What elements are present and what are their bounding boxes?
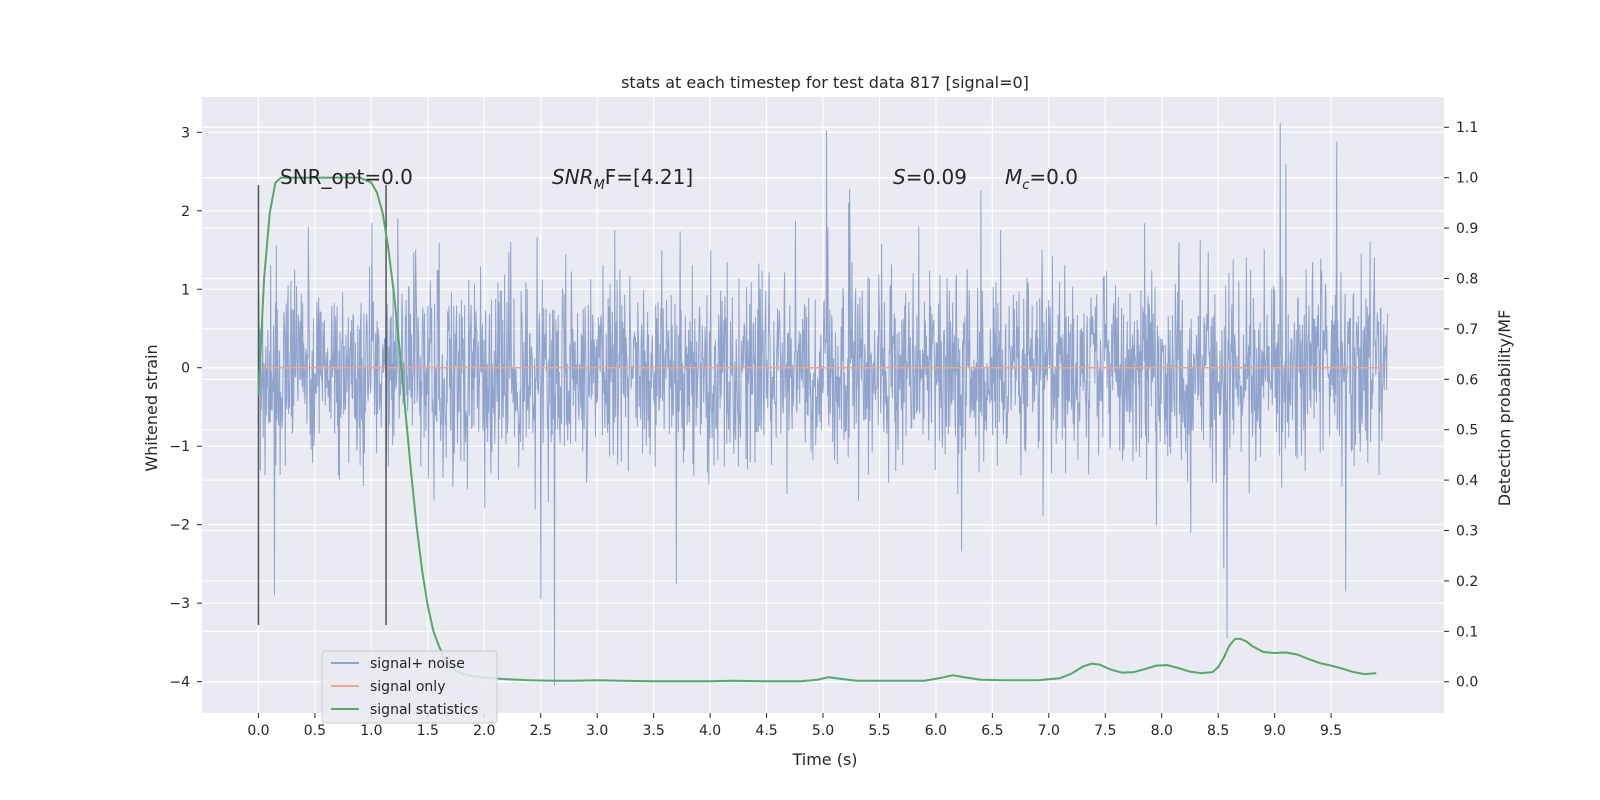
- x-tick-label: 8.0: [1151, 723, 1173, 739]
- x-tick-label: 6.0: [925, 723, 947, 739]
- annotation-snr-mf: SNRMF=[4.21]: [552, 165, 693, 193]
- annotation-s: S=0.09: [893, 165, 967, 189]
- y2-tick-label: 0.1: [1456, 624, 1478, 640]
- x-tick-label: 2.0: [473, 723, 495, 739]
- x-tick-label: 0.0: [247, 723, 269, 739]
- annotation-snr-mf-base: SNR: [552, 165, 594, 189]
- x-tick-label: 9.5: [1320, 723, 1342, 739]
- y-tick-label: −3: [169, 596, 190, 612]
- series-signal-statistics: [257, 176, 1377, 683]
- y2-axis-ticks: 0.0 0.1 0.2 0.3 0.4 0.5 0.6 0.7 0.8 0.9 1.0 1.1: [1444, 120, 1478, 691]
- y-tick-label: −4: [169, 675, 190, 691]
- x-tick-label: 7.0: [1038, 723, 1060, 739]
- vertical-markers: [257, 184, 387, 626]
- x-tick-label: 8.5: [1207, 723, 1229, 739]
- legend: signal+ noise signal only signal statist…: [321, 650, 498, 724]
- x-tick-label: 2.5: [530, 723, 552, 739]
- x-tick-label: 6.5: [981, 723, 1003, 739]
- annotation-snr-mf-rest: F=[4.21]: [605, 165, 693, 189]
- y2-tick-label: 0.3: [1456, 524, 1478, 540]
- y-axis-ticks: −4 −3 −2 −1 0 1 2 3: [169, 125, 202, 691]
- y-tick-label: 3: [181, 125, 190, 141]
- x-tick-label: 1.5: [417, 723, 439, 739]
- x-tick-label: 0.5: [304, 723, 326, 739]
- x-tick-label: 1.0: [360, 723, 382, 739]
- chart-title: stats at each timestep for test data 817…: [621, 73, 1029, 92]
- x-tick-label: 5.0: [812, 723, 834, 739]
- signal-statistics-line: [257, 176, 1377, 683]
- y2-tick-label: 1.0: [1456, 171, 1478, 187]
- y2-tick-label: 0.8: [1456, 271, 1478, 287]
- annotation-mc-var: M: [1005, 165, 1022, 189]
- x-tick-label: 5.5: [868, 723, 890, 739]
- y2-tick-label: 0.9: [1456, 221, 1478, 237]
- annotation-mc: Mc=0.0: [1005, 165, 1078, 193]
- y2-axis-label: Detection probability/MF: [1495, 310, 1514, 507]
- x-tick-label: 3.5: [643, 723, 665, 739]
- y2-tick-label: 0.6: [1456, 372, 1478, 388]
- y-tick-label: 2: [181, 204, 190, 220]
- x-tick-label: 9.0: [1264, 723, 1286, 739]
- y-tick-label: 0: [181, 361, 190, 377]
- y2-tick-label: 1.1: [1456, 120, 1478, 136]
- y2-tick-label: 0.2: [1456, 574, 1478, 590]
- y-tick-label: −2: [169, 518, 190, 534]
- annotation-snr-mf-sub: M: [594, 178, 605, 193]
- annotation-s-val: =0.09: [906, 165, 967, 189]
- annotation-snr-opt: SNR_opt=0.0: [280, 165, 413, 189]
- legend-label-signal-noise: signal+ noise: [370, 656, 465, 672]
- y-tick-label: −1: [169, 439, 190, 455]
- annotation-mc-sub: c: [1022, 178, 1029, 193]
- legend-label-signal-statistics: signal statistics: [370, 702, 478, 718]
- x-axis-ticks: 0.0 0.5 1.0 1.5 2.0 2.5 3.0 3.5 4.0 4.5 5.0 5.5 6.0 6…: [247, 713, 1342, 739]
- y2-tick-label: 0.0: [1456, 675, 1478, 691]
- x-tick-label: 4.5: [755, 723, 777, 739]
- x-tick-label: 7.5: [1094, 723, 1116, 739]
- annotation-s-var: S: [893, 165, 906, 189]
- x-tick-label: 4.0: [699, 723, 721, 739]
- legend-box: [321, 650, 498, 724]
- legend-label-signal-only: signal only: [370, 679, 445, 695]
- annotation-mc-val: =0.0: [1029, 165, 1078, 189]
- y-axis-label: Whitened strain: [142, 344, 161, 471]
- x-tick-label: 3.0: [586, 723, 608, 739]
- y2-tick-label: 0.5: [1456, 423, 1478, 439]
- y2-tick-label: 0.7: [1456, 322, 1478, 338]
- x-axis-label: Time (s): [791, 750, 857, 769]
- y-tick-label: 1: [181, 282, 190, 298]
- y2-tick-label: 0.4: [1456, 473, 1478, 489]
